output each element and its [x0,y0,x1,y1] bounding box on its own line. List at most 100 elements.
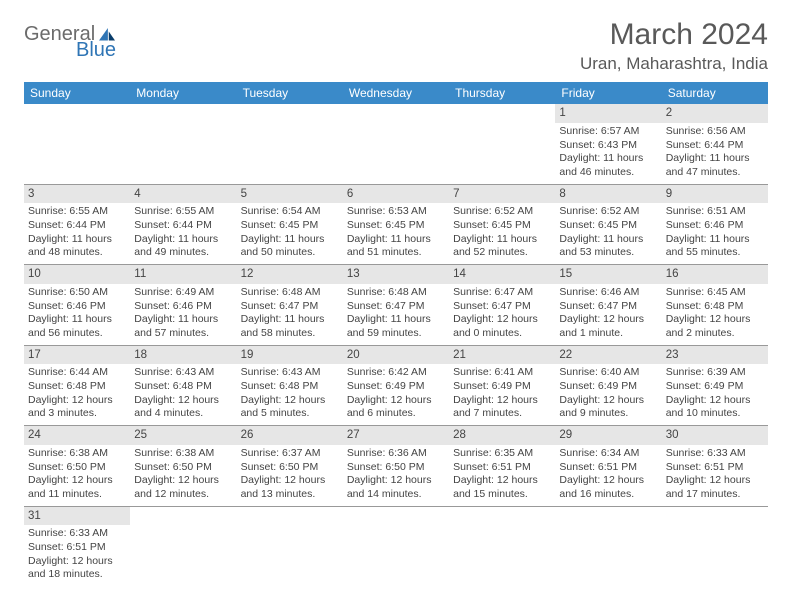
day-detail: Sunrise: 6:34 AMSunset: 6:51 PMDaylight:… [559,447,657,502]
day-number: 6 [343,185,449,204]
day-number: 9 [662,185,768,204]
calendar-row: 17Sunrise: 6:44 AMSunset: 6:48 PMDayligh… [24,345,768,426]
day-detail: Sunrise: 6:55 AMSunset: 6:44 PMDaylight:… [28,205,126,260]
empty-cell [449,104,555,184]
day-detail: Sunrise: 6:38 AMSunset: 6:50 PMDaylight:… [28,447,126,502]
day-detail: Sunrise: 6:49 AMSunset: 6:46 PMDaylight:… [134,286,232,341]
empty-cell [662,506,768,590]
day-cell: 8Sunrise: 6:52 AMSunset: 6:45 PMDaylight… [555,184,661,265]
day-detail: Sunrise: 6:43 AMSunset: 6:48 PMDaylight:… [241,366,339,421]
day-number: 16 [662,265,768,284]
day-detail: Sunrise: 6:57 AMSunset: 6:43 PMDaylight:… [559,125,657,180]
day-cell: 14 Sunrise: 6:47 AMSunset: 6:47 PMDayligh… [449,265,555,346]
empty-cell [237,506,343,590]
day-cell: 5Sunrise: 6:54 AMSunset: 6:45 PMDaylight… [237,184,343,265]
day-detail: Sunrise: 6:40 AMSunset: 6:49 PMDaylight:… [559,366,657,421]
day-number: 18 [130,346,236,365]
day-detail: Sunrise: 6:56 AMSunset: 6:44 PMDaylight:… [666,125,764,180]
day-number: 1 [555,104,661,123]
empty-cell [555,506,661,590]
day-number: 20 [343,346,449,365]
weekday-header: Monday [130,82,236,104]
day-number: 24 [24,426,130,445]
month-title: March 2024 [580,18,768,52]
day-detail: Sunrise: 6:46 AMSunset: 6:47 PMDaylight:… [559,286,657,341]
empty-cell [130,104,236,184]
weekday-header-row: SundayMondayTuesdayWednesdayThursdayFrid… [24,82,768,104]
day-number: 13 [343,265,449,284]
day-cell: 15 Sunrise: 6:46 AMSunset: 6:47 PMDayligh… [555,265,661,346]
day-number: 25 [130,426,236,445]
day-number: 15 [555,265,661,284]
empty-cell [449,506,555,590]
header: GeneralBlue March 2024 Uran, Maharashtra… [24,18,768,74]
day-cell: 11Sunrise: 6:49 AMSunset: 6:46 PMDayligh… [130,265,236,346]
day-cell: 3Sunrise: 6:55 AMSunset: 6:44 PMDaylight… [24,184,130,265]
day-number: 22 [555,346,661,365]
day-detail: Sunrise: 6:51 AMSunset: 6:46 PMDaylight:… [666,205,764,260]
day-detail: Sunrise: 6:43 AMSunset: 6:48 PMDaylight:… [134,366,232,421]
logo: GeneralBlue [24,24,117,60]
day-detail: Sunrise: 6:47 AMSunset: 6:47 PMDaylight:… [453,286,551,341]
day-detail: Sunrise: 6:48 AMSunset: 6:47 PMDaylight:… [347,286,445,341]
day-detail: Sunrise: 6:35 AMSunset: 6:51 PMDaylight:… [453,447,551,502]
day-number: 23 [662,346,768,365]
weekday-header: Friday [555,82,661,104]
day-detail: Sunrise: 6:42 AMSunset: 6:49 PMDaylight:… [347,366,445,421]
day-cell: 27Sunrise: 6:36 AMSunset: 6:50 PMDayligh… [343,426,449,507]
day-cell: 13 Sunrise: 6:48 AMSunset: 6:47 PMDayligh… [343,265,449,346]
day-detail: Sunrise: 6:48 AMSunset: 6:47 PMDaylight:… [241,286,339,341]
location: Uran, Maharashtra, India [580,54,768,74]
day-number: 21 [449,346,555,365]
day-number: 12 [237,265,343,284]
day-cell: 7Sunrise: 6:52 AMSunset: 6:45 PMDaylight… [449,184,555,265]
day-number: 3 [24,185,130,204]
day-detail: Sunrise: 6:50 AMSunset: 6:46 PMDaylight:… [28,286,126,341]
day-detail: Sunrise: 6:54 AMSunset: 6:45 PMDaylight:… [241,205,339,260]
day-cell: 30 Sunrise: 6:33 AMSunset: 6:51 PMDayligh… [662,426,768,507]
day-cell: 16 Sunrise: 6:45 AMSunset: 6:48 PMDayligh… [662,265,768,346]
day-cell: 25 Sunrise: 6:38 AMSunset: 6:50 PMDayligh… [130,426,236,507]
day-number: 19 [237,346,343,365]
empty-cell [130,506,236,590]
title-block: March 2024 Uran, Maharashtra, India [580,18,768,74]
day-detail: Sunrise: 6:44 AMSunset: 6:48 PMDaylight:… [28,366,126,421]
weekday-header: Saturday [662,82,768,104]
day-number: 31 [24,507,130,526]
day-cell: 10 Sunrise: 6:50 AMSunset: 6:46 PMDayligh… [24,265,130,346]
day-cell: 19Sunrise: 6:43 AMSunset: 6:48 PMDayligh… [237,345,343,426]
empty-cell [24,104,130,184]
day-number: 4 [130,185,236,204]
calendar-row: 1 Sunrise: 6:57 AMSunset: 6:43 PMDaylight… [24,104,768,184]
weekday-header: Thursday [449,82,555,104]
day-number: 14 [449,265,555,284]
day-number: 10 [24,265,130,284]
empty-cell [343,104,449,184]
day-cell: 20Sunrise: 6:42 AMSunset: 6:49 PMDayligh… [343,345,449,426]
day-cell: 2 Sunrise: 6:56 AMSunset: 6:44 PMDaylight… [662,104,768,184]
day-number: 2 [662,104,768,123]
day-detail: Sunrise: 6:41 AMSunset: 6:49 PMDaylight:… [453,366,551,421]
day-cell: 23Sunrise: 6:39 AMSunset: 6:49 PMDayligh… [662,345,768,426]
day-detail: Sunrise: 6:52 AMSunset: 6:45 PMDaylight:… [559,205,657,260]
day-number: 26 [237,426,343,445]
day-cell: 24 Sunrise: 6:38 AMSunset: 6:50 PMDayligh… [24,426,130,507]
day-detail: Sunrise: 6:39 AMSunset: 6:49 PMDaylight:… [666,366,764,421]
day-cell: 22Sunrise: 6:40 AMSunset: 6:49 PMDayligh… [555,345,661,426]
day-number: 17 [24,346,130,365]
day-detail: Sunrise: 6:55 AMSunset: 6:44 PMDaylight:… [134,205,232,260]
day-cell: 9Sunrise: 6:51 AMSunset: 6:46 PMDaylight… [662,184,768,265]
logo-text-blue: Blue [76,40,117,60]
empty-cell [343,506,449,590]
day-detail: Sunrise: 6:33 AMSunset: 6:51 PMDaylight:… [666,447,764,502]
day-cell: 26Sunrise: 6:37 AMSunset: 6:50 PMDayligh… [237,426,343,507]
day-detail: Sunrise: 6:52 AMSunset: 6:45 PMDaylight:… [453,205,551,260]
day-detail: Sunrise: 6:36 AMSunset: 6:50 PMDaylight:… [347,447,445,502]
day-cell: 29Sunrise: 6:34 AMSunset: 6:51 PMDayligh… [555,426,661,507]
day-cell: 28Sunrise: 6:35 AMSunset: 6:51 PMDayligh… [449,426,555,507]
day-number: 30 [662,426,768,445]
day-number: 5 [237,185,343,204]
day-detail: Sunrise: 6:38 AMSunset: 6:50 PMDaylight:… [134,447,232,502]
day-detail: Sunrise: 6:45 AMSunset: 6:48 PMDaylight:… [666,286,764,341]
day-cell: 6Sunrise: 6:53 AMSunset: 6:45 PMDaylight… [343,184,449,265]
